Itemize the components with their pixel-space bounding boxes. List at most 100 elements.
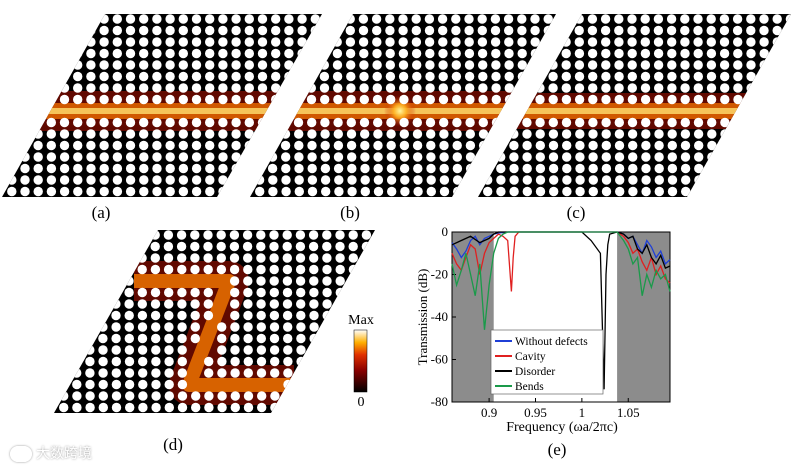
air-hole <box>73 140 83 151</box>
air-hole <box>667 60 677 70</box>
air-hole <box>282 241 292 252</box>
air-hole <box>7 163 17 174</box>
air-hole <box>653 25 664 36</box>
air-hole <box>324 14 333 23</box>
air-hole <box>375 299 384 308</box>
air-hole <box>694 163 704 174</box>
air-hole <box>465 117 475 128</box>
air-hole <box>399 163 410 174</box>
air-hole <box>494 265 503 274</box>
air-hole <box>99 14 109 24</box>
air-hole <box>254 129 264 139</box>
air-hole <box>205 14 215 24</box>
air-hole <box>98 287 108 298</box>
air-hole <box>693 94 704 105</box>
air-hole <box>426 129 436 139</box>
air-hole <box>415 368 424 377</box>
air-hole <box>482 163 493 174</box>
air-hole <box>746 117 756 128</box>
air-hole <box>733 60 743 70</box>
air-hole <box>786 163 791 174</box>
air-hole <box>612 198 621 207</box>
air-hole <box>464 48 475 59</box>
air-hole <box>667 152 677 162</box>
air-hole <box>773 129 783 139</box>
air-hole <box>614 94 624 105</box>
air-hole <box>244 94 254 105</box>
air-hole <box>244 60 254 70</box>
air-hole <box>335 333 346 344</box>
air-hole <box>190 241 200 252</box>
watermark: 大数跨境 <box>10 443 92 463</box>
air-hole <box>33 94 43 105</box>
air-hole <box>269 241 279 252</box>
air-hole <box>294 163 304 174</box>
air-hole <box>451 71 462 82</box>
air-hole <box>345 48 356 59</box>
air-hole <box>58 368 69 378</box>
air-hole <box>517 71 528 82</box>
air-hole <box>759 129 770 139</box>
air-hole <box>190 230 200 240</box>
air-hole <box>231 129 241 139</box>
air-hole <box>72 402 82 413</box>
air-hole <box>2 186 4 197</box>
air-hole <box>439 117 449 128</box>
air-hole <box>759 83 769 93</box>
air-hole <box>478 186 480 197</box>
air-hole <box>509 129 519 139</box>
air-hole <box>309 287 319 298</box>
air-hole <box>124 253 134 263</box>
air-hole <box>269 322 280 332</box>
air-hole <box>293 83 303 93</box>
air-hole <box>323 402 333 413</box>
air-hole <box>504 83 514 93</box>
air-hole <box>375 288 384 297</box>
air-hole <box>99 60 109 70</box>
air-hole <box>311 198 320 207</box>
air-hole <box>58 379 69 390</box>
chart-legend: Without defects Cavity Disorder Bends <box>490 329 604 395</box>
air-hole <box>244 48 254 59</box>
air-hole <box>33 414 42 423</box>
air-hole <box>244 83 254 93</box>
air-hole <box>614 60 624 70</box>
air-hole <box>46 117 56 128</box>
air-hole <box>772 60 783 70</box>
air-hole <box>680 48 690 59</box>
air-hole <box>348 287 359 298</box>
air-hole <box>191 37 202 47</box>
air-hole <box>654 175 664 185</box>
air-hole <box>800 141 805 150</box>
air-hole <box>561 25 571 36</box>
air-hole <box>493 198 502 207</box>
air-hole <box>680 14 690 24</box>
air-hole <box>385 37 395 47</box>
air-hole <box>347 186 357 197</box>
air-hole <box>653 14 664 24</box>
air-hole <box>522 94 532 105</box>
air-hole <box>452 117 462 128</box>
air-hole <box>164 345 174 355</box>
air-hole <box>361 276 372 286</box>
air-hole <box>588 140 598 151</box>
air-hole <box>137 299 147 309</box>
air-hole <box>345 14 355 24</box>
air-hole <box>73 152 83 162</box>
air-hole <box>746 48 756 59</box>
air-hole <box>280 117 290 128</box>
air-hole <box>719 48 730 59</box>
air-hole <box>562 140 572 151</box>
air-hole <box>464 71 475 82</box>
air-hole <box>372 83 382 93</box>
air-hole <box>441 253 450 262</box>
air-hole <box>20 117 30 128</box>
air-hole <box>254 140 264 151</box>
air-hole <box>85 391 95 401</box>
air-hole <box>282 310 293 321</box>
air-hole <box>152 186 162 197</box>
air-hole <box>125 117 136 128</box>
air-hole <box>614 25 624 36</box>
air-hole <box>139 14 149 24</box>
air-hole <box>59 37 70 47</box>
